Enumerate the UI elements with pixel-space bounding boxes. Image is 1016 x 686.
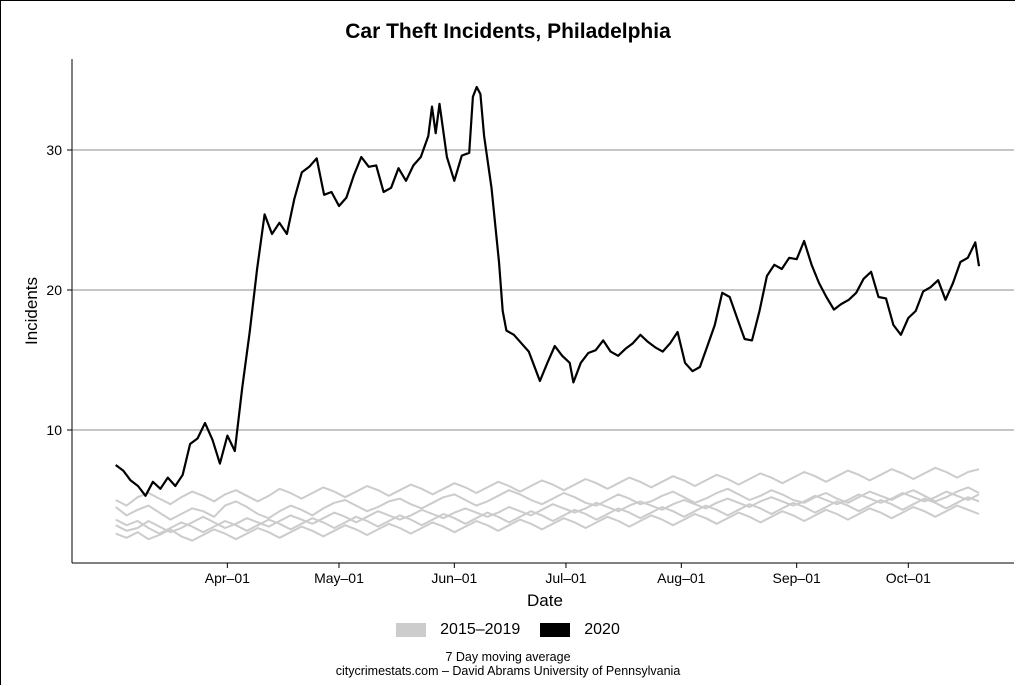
gridlines	[72, 149, 1014, 431]
series-line-2015	[115, 486, 980, 521]
y-axis-label: Incidents	[22, 277, 41, 345]
legend-swatch-historical	[396, 623, 427, 637]
axis-ticks: 10 20 30 Apr–01 May–01 Jun–01 Jul–01 Aug–01 Sep–…	[46, 142, 931, 586]
legend-item-2020: 2020	[540, 621, 620, 639]
y-tick-label-30: 30	[46, 142, 62, 158]
x-tick-label-5: Sep–01	[773, 570, 821, 586]
series-line-2019	[115, 504, 980, 542]
chart-caption: 7 Day moving average citycrimestats.com …	[0, 650, 1016, 678]
axes	[71, 59, 1014, 564]
x-axis-label: Date	[527, 591, 563, 610]
legend-swatch-2020	[540, 623, 571, 637]
legend-item-historical: 2015–2019	[396, 621, 520, 639]
series-2020-layer	[115, 85, 981, 497]
legend-label-historical: 2015–2019	[440, 621, 521, 638]
caption-line-1: 7 Day moving average	[445, 650, 571, 664]
series-line-2017	[115, 496, 980, 535]
x-tick-label-4: Aug–01	[657, 570, 705, 586]
x-tick-label-1: May–01	[314, 570, 364, 586]
caption-line-2: citycrimestats.com – David Abrams Univer…	[335, 664, 681, 678]
x-tick-label-0: Apr–01	[205, 570, 250, 586]
x-tick-label-6: Oct–01	[886, 570, 931, 586]
y-tick-label-10: 10	[46, 422, 62, 438]
x-tick-label-3: Jul–01	[545, 570, 586, 586]
series-line-2020	[115, 85, 981, 497]
legend-label-2020: 2020	[584, 621, 620, 638]
chart-legend: 2015–2019 2020	[0, 621, 1016, 639]
y-tick-label-20: 20	[46, 282, 62, 298]
chart-title: Car Theft Incidents, Philadelphia	[345, 20, 671, 43]
x-tick-label-2: Jun–01	[431, 570, 477, 586]
series-line-2016	[115, 490, 980, 534]
historical-series-lines	[115, 466, 980, 542]
series-line-2018	[115, 466, 980, 507]
